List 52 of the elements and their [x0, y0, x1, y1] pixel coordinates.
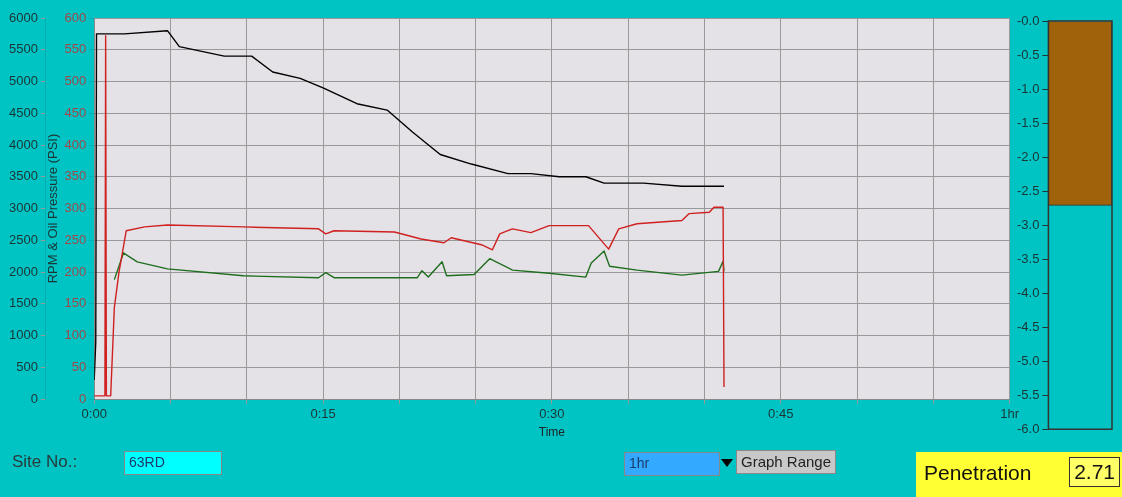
y-tick-label: -0.5	[1016, 46, 1040, 62]
y-tick-label: 2000	[9, 263, 38, 279]
text-field: 63RD	[124, 451, 222, 475]
y2-axis-title: RPM & Oil Pressure (PSI)	[45, 133, 61, 284]
y2-tick-label: 200	[64, 263, 87, 279]
x-tick-label: 0:45	[768, 406, 794, 422]
y-tick-label: -1.0	[1016, 80, 1040, 96]
y-tick-label: 5500	[9, 41, 38, 57]
y-tick-label: 2500	[9, 231, 38, 247]
x-tick-label: 0:30	[539, 406, 565, 422]
x-tick-label: 1hr	[1000, 406, 1020, 422]
y2-tick-label: 100	[64, 327, 87, 343]
y-tick-label: -6.0	[1016, 420, 1040, 436]
y-tick-label: -2.5	[1016, 182, 1040, 198]
text: 2.71	[1069, 457, 1120, 487]
y-tick-label: 6000	[9, 9, 38, 25]
y2-tick-label: 50	[71, 358, 87, 374]
y-tick-label: -0.0	[1016, 12, 1040, 28]
y-tick-label: -3.0	[1016, 216, 1040, 232]
y2-tick-label: 350	[64, 168, 87, 184]
y2-tick-label: 400	[64, 136, 87, 152]
dropdown-field: 1hr	[624, 452, 720, 476]
y2-tick-label: 550	[64, 41, 87, 57]
y-tick-label: 3000	[9, 200, 38, 216]
x-axis-title: Time	[538, 425, 566, 440]
y-tick-label: -5.0	[1016, 352, 1040, 368]
y-tick-label: -1.5	[1016, 114, 1040, 130]
text: Site No.:	[12, 452, 78, 472]
y-tick-label: 4500	[9, 104, 38, 120]
y-tick-label: -2.0	[1016, 148, 1040, 164]
y-tick-label: 1500	[9, 295, 38, 311]
y-tick-label: -4.0	[1016, 284, 1040, 300]
y-tick-label: 1000	[9, 327, 38, 343]
y-tick-label: 4000	[9, 136, 38, 152]
y2-tick-label: 300	[64, 200, 87, 216]
y2-tick-label: 0	[78, 390, 87, 406]
y-tick-label: 0	[30, 390, 38, 406]
y2-tick-label: 500	[64, 73, 87, 89]
y2-tick-label: 600	[64, 9, 87, 25]
y2-tick-label: 450	[64, 104, 87, 120]
y-tick-label: -4.5	[1016, 318, 1040, 334]
y-tick-label: -3.5	[1016, 250, 1040, 266]
x-tick-label: 0:00	[81, 406, 107, 422]
y2-tick-label: 150	[64, 295, 87, 311]
text: Graph Range	[736, 450, 837, 474]
y-tick-label: -5.5	[1016, 386, 1040, 402]
y2-tick-label: 250	[64, 231, 87, 247]
y-tick-label: 5000	[9, 73, 38, 89]
y-tick-label: 3500	[9, 168, 38, 184]
y-tick-label: 500	[16, 358, 38, 374]
x-tick-label: 0:15	[310, 406, 336, 422]
text: Penetration	[924, 461, 1032, 485]
